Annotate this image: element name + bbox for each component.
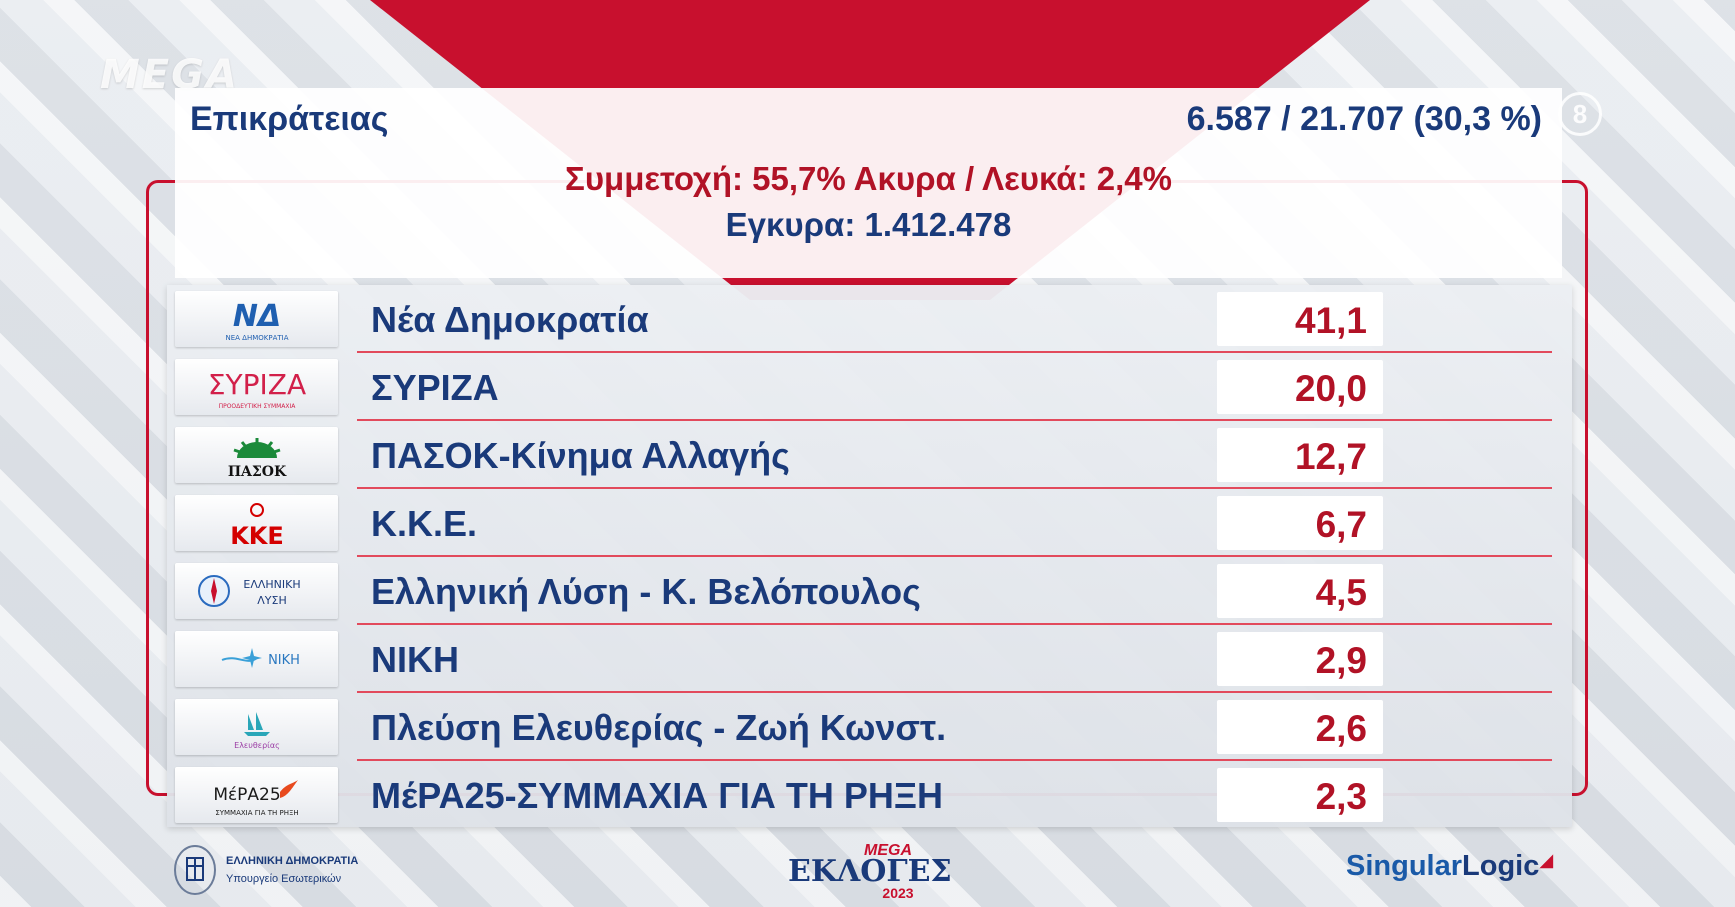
partner-logo: SingularLogic◢ xyxy=(1346,850,1553,883)
party-name: ΝΙΚΗ xyxy=(371,639,459,680)
show-title: ΕΚΛΟΓΕΣ xyxy=(788,854,952,889)
party-logo-pasok: ΠΑΣΟΚ xyxy=(175,427,338,483)
value-box: 6,7 xyxy=(1217,496,1383,550)
row-divider xyxy=(357,419,1552,421)
svg-text:ΠΡΟΟΔΕΥΤΙΚΗ ΣΥΜΜΑΧΙΑ: ΠΡΟΟΔΕΥΤΙΚΗ ΣΥΜΜΑΧΙΑ xyxy=(218,403,296,410)
party-logo-elliniki-lysi: ΕΛΛΗΝΙΚΗ ΛΥΣΗ xyxy=(175,563,338,619)
channel-badge: 8 xyxy=(1558,92,1602,136)
partner-name-part1: Singular xyxy=(1346,850,1463,882)
party-name: ΠΑΣΟΚ-Κίνημα Αλλαγής xyxy=(371,435,790,476)
results-table: ΝΔ ΝΕΑ ΔΗΜΟΚΡΑΤΙΑ Νέα Δημοκρατία 41,1 ΣΥ… xyxy=(167,285,1572,827)
party-row: Ελευθερίας Πλεύση Ελευθερίας - Ζωή Κωνστ… xyxy=(167,693,1572,761)
show-logo: MEGA ΕΚΛΟΓΕΣ 2023 xyxy=(788,842,952,901)
show-year: 2023 xyxy=(882,885,914,901)
value-box: 20,0 xyxy=(1217,360,1383,414)
party-name: Ελληνική Λύση - Κ. Βελόπουλος xyxy=(371,571,921,612)
row-divider xyxy=(357,351,1552,353)
party-percentage: 12,7 xyxy=(1294,436,1367,477)
party-row: ΝΔ ΝΕΑ ΔΗΜΟΚΡΑΤΙΑ Νέα Δημοκρατία 41,1 xyxy=(167,285,1572,353)
results-header: Επικράτειας 6.587 / 21.707 (30,3 %) Συμμ… xyxy=(175,88,1562,278)
show-brand: MEGA xyxy=(864,842,912,859)
party-logo-plefsi: Ελευθερίας xyxy=(175,699,338,755)
party-row: ΚΚΕ Κ.Κ.Ε. 6,7 xyxy=(167,489,1572,557)
value-box: 2,6 xyxy=(1217,700,1383,754)
party-logo-mera25: ΜέΡΑ25 ΣΥΜΜΑΧΙΑ ΓΙΑ ΤΗ ΡΗΞΗ xyxy=(175,767,338,823)
party-percentage: 41,1 xyxy=(1294,300,1367,341)
value-box: 41,1 xyxy=(1217,292,1383,346)
mera25-bird-icon: ΜέΡΑ25 ΣΥΜΜΑΧΙΑ ΓΙΑ ΤΗ ΡΗΞΗ xyxy=(213,780,298,817)
party-percentage: 2,3 xyxy=(1315,776,1367,817)
party-name: ΜέΡΑ25-ΣΥΜΜΑΧΙΑ ΓΙΑ ΤΗ ΡΗΞΗ xyxy=(371,775,944,816)
party-percentage: 2,9 xyxy=(1315,640,1367,681)
counted-stations: 6.587 / 21.707 (30,3 %) xyxy=(1186,100,1542,138)
ministry-line2: Υπουργείο Εσωτερικών xyxy=(226,873,342,885)
value-box: 2,3 xyxy=(1217,768,1383,822)
region-title: Επικράτειας xyxy=(190,100,389,138)
svg-text:ΝΔ: ΝΔ xyxy=(232,299,280,334)
party-name: Πλεύση Ελευθερίας - Ζωή Κωνστ. xyxy=(371,707,947,748)
svg-text:ΣΥΡΙΖΑ: ΣΥΡΙΖΑ xyxy=(207,368,305,401)
partner-mark-icon: ◢ xyxy=(1539,850,1554,870)
party-row: ΠΑΣΟΚ ΠΑΣΟΚ-Κίνημα Αλλαγής 12,7 xyxy=(167,421,1572,489)
party-name: ΣΥΡΙΖΑ xyxy=(371,367,499,408)
party-logo-niki: ΝΙΚΗ xyxy=(175,631,338,687)
party-row: ΝΙΚΗ ΝΙΚΗ 2,9 xyxy=(167,625,1572,693)
row-divider xyxy=(357,555,1552,557)
value-box: 2,9 xyxy=(1217,632,1383,686)
row-divider xyxy=(357,487,1552,489)
party-logo-kke: ΚΚΕ xyxy=(175,495,338,551)
party-row: ΣΥΡΙΖΑ ΠΡΟΟΔΕΥΤΙΚΗ ΣΥΜΜΑΧΙΑ ΣΥΡΙΖΑ 20,0 xyxy=(167,353,1572,421)
party-percentage: 2,6 xyxy=(1315,708,1367,749)
syriza-logo-icon: ΣΥΡΙΖΑ ΠΡΟΟΔΕΥΤΙΚΗ ΣΥΜΜΑΧΙΑ xyxy=(207,368,305,410)
svg-text:ΛΥΣΗ: ΛΥΣΗ xyxy=(257,594,286,607)
ship-icon: Ελευθερίας xyxy=(234,712,280,750)
row-divider xyxy=(357,623,1552,625)
party-logo-syriza: ΣΥΡΙΖΑ ΠΡΟΟΔΕΥΤΙΚΗ ΣΥΜΜΑΧΙΑ xyxy=(175,359,338,415)
value-box: 12,7 xyxy=(1217,428,1383,482)
party-row: ΜέΡΑ25 ΣΥΜΜΑΧΙΑ ΓΙΑ ΤΗ ΡΗΞΗ ΜέΡΑ25-ΣΥΜΜΑ… xyxy=(167,761,1572,829)
value-box: 4,5 xyxy=(1217,564,1383,618)
row-divider xyxy=(357,759,1552,761)
party-name: Νέα Δημοκρατία xyxy=(371,299,649,340)
svg-text:ΣΥΜΜΑΧΙΑ ΓΙΑ ΤΗ ΡΗΞΗ: ΣΥΜΜΑΧΙΑ ΓΙΑ ΤΗ ΡΗΞΗ xyxy=(215,809,298,817)
nd-logo-icon: ΝΔ ΝΕΑ ΔΗΜΟΚΡΑΤΙΑ xyxy=(225,299,288,342)
coat-of-arms-icon xyxy=(174,845,216,895)
party-name: Κ.Κ.Ε. xyxy=(371,503,478,544)
ministry-logo: ΕΛΛΗΝΙΚΗ ΔΗΜΟΚΡΑΤΙΑ Υπουργείο Εσωτερικών xyxy=(172,844,358,896)
niki-star-icon: ΝΙΚΗ xyxy=(221,648,300,668)
valid-votes-line: Εγκυρα: 1.412.478 xyxy=(725,206,1012,243)
kke-hammer-sickle-icon: ΚΚΕ xyxy=(230,503,284,548)
partner-name-part2: Logic xyxy=(1462,850,1540,882)
turnout-line: Συμμετοχή: 55,7% Ακυρα / Λευκά: 2,4% xyxy=(565,160,1172,197)
row-divider xyxy=(357,691,1552,693)
party-percentage: 20,0 xyxy=(1294,368,1367,409)
pasok-sun-icon: ΠΑΣΟΚ xyxy=(227,438,286,480)
svg-text:ΕΛΛΗΝΙΚΗ: ΕΛΛΗΝΙΚΗ xyxy=(243,578,300,591)
compass-icon: ΕΛΛΗΝΙΚΗ ΛΥΣΗ xyxy=(197,575,300,607)
party-row: ΕΛΛΗΝΙΚΗ ΛΥΣΗ Ελληνική Λύση - Κ. Βελόπου… xyxy=(167,557,1572,625)
svg-text:ΝΕΑ ΔΗΜΟΚΡΑΤΙΑ: ΝΕΑ ΔΗΜΟΚΡΑΤΙΑ xyxy=(225,334,288,342)
party-percentage: 4,5 xyxy=(1315,572,1367,613)
svg-text:ΚΚΕ: ΚΚΕ xyxy=(230,522,284,548)
svg-text:ΝΙΚΗ: ΝΙΚΗ xyxy=(268,653,300,668)
svg-text:ΜέΡΑ25: ΜέΡΑ25 xyxy=(213,785,280,805)
svg-text:ΠΑΣΟΚ: ΠΑΣΟΚ xyxy=(227,464,286,480)
svg-text:Ελευθερίας: Ελευθερίας xyxy=(234,741,280,750)
party-percentage: 6,7 xyxy=(1315,504,1367,545)
ministry-line1: ΕΛΛΗΝΙΚΗ ΔΗΜΟΚΡΑΤΙΑ xyxy=(226,855,359,867)
party-logo-nd: ΝΔ ΝΕΑ ΔΗΜΟΚΡΑΤΙΑ xyxy=(175,291,338,347)
